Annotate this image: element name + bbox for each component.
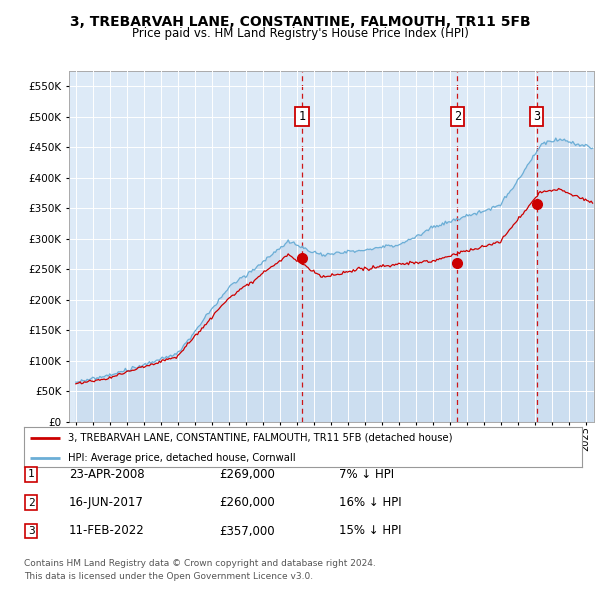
Text: 1: 1	[28, 470, 35, 479]
Text: 1: 1	[298, 110, 305, 123]
Text: 15% ↓ HPI: 15% ↓ HPI	[339, 525, 401, 537]
Text: £269,000: £269,000	[219, 468, 275, 481]
Text: 2: 2	[454, 110, 461, 123]
Text: 11-FEB-2022: 11-FEB-2022	[69, 525, 145, 537]
Text: Contains HM Land Registry data © Crown copyright and database right 2024.: Contains HM Land Registry data © Crown c…	[24, 559, 376, 568]
Text: 16-JUN-2017: 16-JUN-2017	[69, 496, 144, 509]
Text: 3, TREBARVAH LANE, CONSTANTINE, FALMOUTH, TR11 5FB (detached house): 3, TREBARVAH LANE, CONSTANTINE, FALMOUTH…	[68, 433, 452, 443]
Text: This data is licensed under the Open Government Licence v3.0.: This data is licensed under the Open Gov…	[24, 572, 313, 581]
Text: Price paid vs. HM Land Registry's House Price Index (HPI): Price paid vs. HM Land Registry's House …	[131, 27, 469, 40]
Text: 23-APR-2008: 23-APR-2008	[69, 468, 145, 481]
Text: £357,000: £357,000	[219, 525, 275, 537]
Text: HPI: Average price, detached house, Cornwall: HPI: Average price, detached house, Corn…	[68, 454, 295, 464]
Text: 16% ↓ HPI: 16% ↓ HPI	[339, 496, 401, 509]
Text: 3: 3	[28, 526, 35, 536]
Text: 2: 2	[28, 498, 35, 507]
Text: 3: 3	[533, 110, 540, 123]
Text: £260,000: £260,000	[219, 496, 275, 509]
Text: 3, TREBARVAH LANE, CONSTANTINE, FALMOUTH, TR11 5FB: 3, TREBARVAH LANE, CONSTANTINE, FALMOUTH…	[70, 15, 530, 30]
Text: 7% ↓ HPI: 7% ↓ HPI	[339, 468, 394, 481]
